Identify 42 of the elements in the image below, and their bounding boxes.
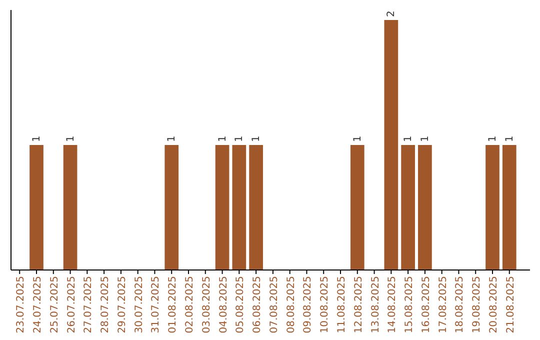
x-tick-label: 16.08.2025 bbox=[420, 276, 432, 334]
x-tick-label: 19.08.2025 bbox=[472, 276, 483, 334]
x-tick-label: 31.07.2025 bbox=[150, 276, 162, 334]
data-label: 1 bbox=[352, 136, 364, 142]
x-tick-label: 24.07.2025 bbox=[32, 276, 44, 334]
x-tick-label: 18.08.2025 bbox=[454, 276, 466, 334]
x-tick-label: 29.07.2025 bbox=[116, 276, 128, 334]
x-tick-label: 26.07.2025 bbox=[66, 276, 78, 334]
data-label: 2 bbox=[386, 10, 398, 17]
data-label: 1 bbox=[488, 136, 498, 142]
x-tick-label: 02.08.2025 bbox=[184, 276, 196, 334]
x-tick-label: 15.08.2025 bbox=[404, 276, 416, 334]
x-tick-label: 10.08.2025 bbox=[320, 276, 331, 334]
x-tick-label: 05.08.2025 bbox=[235, 276, 246, 334]
data-label: 1 bbox=[403, 136, 414, 142]
x-tick-label: 09.08.2025 bbox=[302, 276, 314, 334]
x-tick-label: 17.08.2025 bbox=[438, 276, 449, 334]
data-label: 1 bbox=[166, 136, 178, 142]
x-tick-label: 21.08.2025 bbox=[505, 276, 516, 334]
x-tick-label: 20.08.2025 bbox=[488, 276, 500, 334]
x-tick-label: 13.08.2025 bbox=[370, 276, 382, 334]
x-tick-label: 11.08.2025 bbox=[336, 276, 348, 334]
x-tick-label: 14.08.2025 bbox=[387, 276, 398, 334]
x-tick-label: 08.08.2025 bbox=[286, 276, 297, 334]
x-tick-label: 01.08.2025 bbox=[168, 276, 179, 334]
data-label: 1 bbox=[504, 136, 516, 142]
data-label: 1 bbox=[251, 136, 262, 142]
x-tick-label: 04.08.2025 bbox=[218, 276, 230, 334]
data-label: 1 bbox=[65, 136, 76, 142]
x-tick-label: 07.08.2025 bbox=[268, 276, 280, 334]
x-tick-label: 23.07.2025 bbox=[16, 276, 27, 334]
x-tick-label: 27.07.2025 bbox=[83, 276, 94, 334]
data-label: 1 bbox=[420, 136, 431, 142]
x-tick-label: 28.07.2025 bbox=[100, 276, 112, 334]
x-tick-label: 30.07.2025 bbox=[134, 276, 145, 334]
x-tick-label: 06.08.2025 bbox=[252, 276, 264, 334]
x-tick-label: 25.07.2025 bbox=[49, 276, 60, 334]
data-label: 1 bbox=[234, 136, 246, 142]
x-tick-label: 12.08.2025 bbox=[353, 276, 364, 334]
data-label: 1 bbox=[32, 136, 42, 142]
data-label: 1 bbox=[217, 136, 228, 142]
x-tick-label: 03.08.2025 bbox=[201, 276, 212, 334]
